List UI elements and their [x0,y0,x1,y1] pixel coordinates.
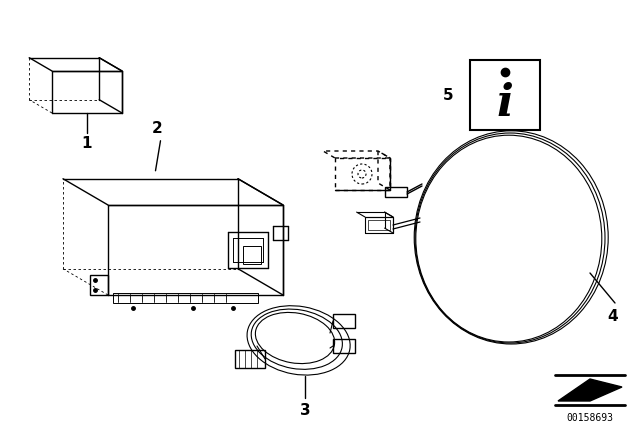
Text: 1: 1 [82,135,92,151]
Bar [113,293,258,303]
Text: i: i [497,82,513,125]
Text: 00158693: 00158693 [566,413,614,423]
Text: 3: 3 [300,402,310,418]
Bar [385,187,407,197]
Bar [470,60,540,130]
Text: 4: 4 [608,309,618,323]
Text: 5: 5 [443,87,453,103]
Bar [243,246,261,264]
Text: 2: 2 [152,121,163,136]
Bar [368,220,390,230]
Polygon shape [558,379,622,401]
